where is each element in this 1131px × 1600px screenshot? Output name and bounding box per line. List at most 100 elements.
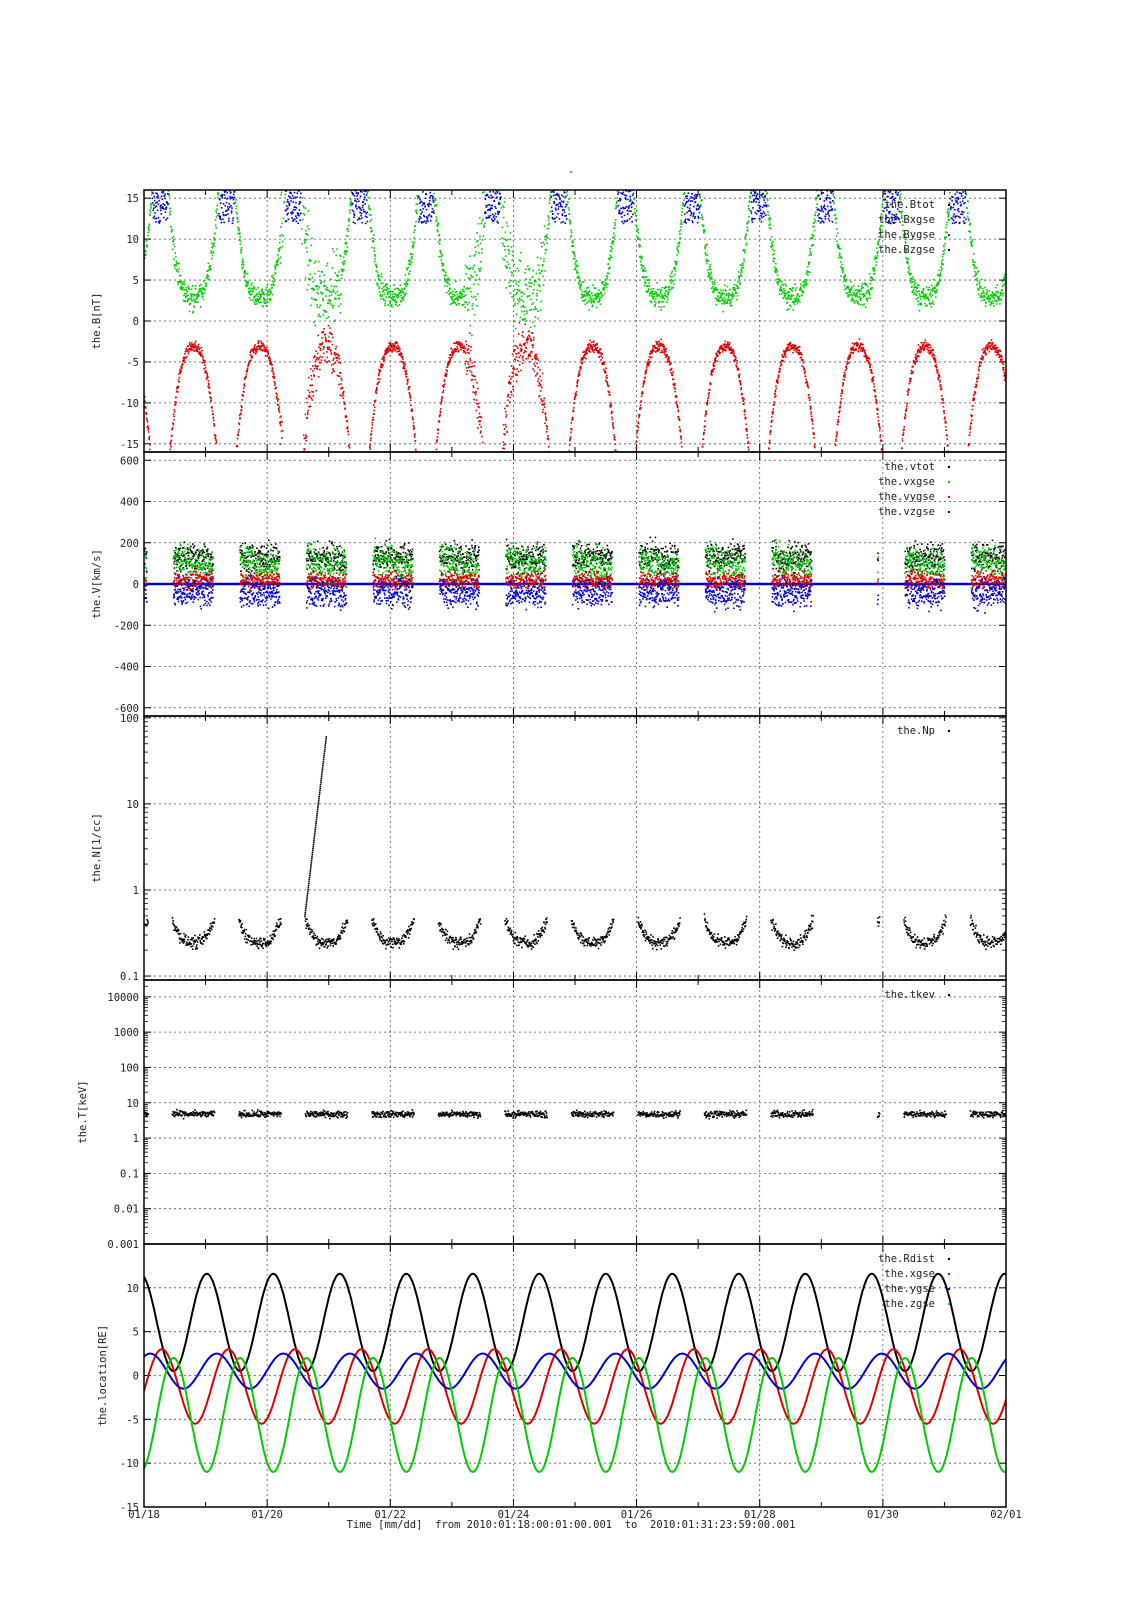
data-point <box>371 240 374 243</box>
data-point <box>705 253 707 256</box>
data-point <box>435 220 437 222</box>
data-point <box>633 211 636 214</box>
data-point <box>407 378 409 381</box>
data-point <box>572 409 575 412</box>
data-point <box>369 443 371 446</box>
data-point <box>205 378 208 380</box>
data-point <box>723 293 725 295</box>
data-point <box>204 289 206 291</box>
data-point <box>552 172 554 174</box>
data-point <box>147 427 150 430</box>
data-point <box>896 138 898 140</box>
data-point <box>470 295 473 298</box>
data-point <box>863 293 865 295</box>
data-point <box>162 97 164 99</box>
data-point <box>828 142 830 144</box>
data-point <box>155 141 157 143</box>
data-point <box>889 84 891 86</box>
data-point <box>350 200 352 202</box>
data-point <box>375 263 377 266</box>
data-point <box>957 69 959 71</box>
data-point <box>533 308 535 311</box>
data-point <box>545 431 548 433</box>
data-point <box>537 359 540 362</box>
data-point <box>265 346 268 349</box>
data-point <box>633 203 636 205</box>
data-point <box>370 214 372 216</box>
data-point <box>403 288 406 290</box>
data-point <box>253 348 255 350</box>
data-point <box>249 351 251 354</box>
data-point <box>229 97 231 99</box>
data-point <box>494 90 496 92</box>
data-point <box>541 372 544 375</box>
data-point <box>147 228 150 230</box>
data-point <box>384 353 386 355</box>
data-point <box>897 161 899 163</box>
data-point <box>448 283 451 286</box>
data-point <box>397 293 399 296</box>
data-point <box>526 288 529 290</box>
data-point <box>973 267 976 270</box>
data-point <box>645 368 648 371</box>
data-point <box>576 382 579 385</box>
data-point <box>770 246 773 248</box>
data-point <box>859 296 861 298</box>
data-point <box>829 141 831 143</box>
data-point <box>192 348 195 351</box>
data-point <box>211 406 214 409</box>
data-point <box>793 303 796 305</box>
data-point <box>290 93 292 95</box>
data-point <box>225 66 227 68</box>
data-point <box>701 214 703 216</box>
data-point <box>943 245 945 248</box>
data-point <box>481 460 483 462</box>
data-point <box>802 291 805 294</box>
data-point <box>318 260 320 263</box>
data-point <box>443 384 445 386</box>
data-point <box>348 224 350 227</box>
data-point <box>1002 295 1004 297</box>
data-point <box>503 447 506 450</box>
data-point <box>458 342 461 345</box>
data-point <box>603 289 605 291</box>
data-point <box>337 297 340 300</box>
data-point <box>268 298 271 300</box>
data-point <box>709 264 712 266</box>
data-point <box>653 292 656 295</box>
data-point <box>199 351 202 353</box>
data-point <box>849 294 852 297</box>
data-point <box>423 92 425 94</box>
data-point <box>531 276 534 278</box>
data-point <box>982 290 984 292</box>
data-point <box>545 419 547 421</box>
data-point <box>479 432 482 434</box>
data-point <box>736 287 739 290</box>
data-point <box>242 394 244 396</box>
data-point <box>369 208 372 211</box>
data-point <box>762 134 764 136</box>
data-point <box>735 292 738 294</box>
data-point <box>818 175 820 177</box>
data-point <box>199 355 202 357</box>
data-point <box>431 145 433 147</box>
data-point <box>591 347 594 350</box>
data-point <box>445 271 447 274</box>
data-point <box>707 269 709 271</box>
data-point <box>324 339 327 341</box>
data-point <box>874 272 876 275</box>
data-point <box>532 368 534 370</box>
data-point <box>251 355 253 357</box>
data-point <box>307 389 309 392</box>
data-point <box>892 69 894 71</box>
data-point <box>704 245 707 248</box>
data-point <box>439 410 442 413</box>
data-point <box>517 302 519 305</box>
data-point <box>516 345 518 348</box>
data-point <box>607 263 610 265</box>
data-point <box>543 257 545 260</box>
data-point <box>585 347 588 350</box>
data-point <box>540 379 543 382</box>
data-point <box>230 135 232 137</box>
data-point <box>475 391 477 393</box>
